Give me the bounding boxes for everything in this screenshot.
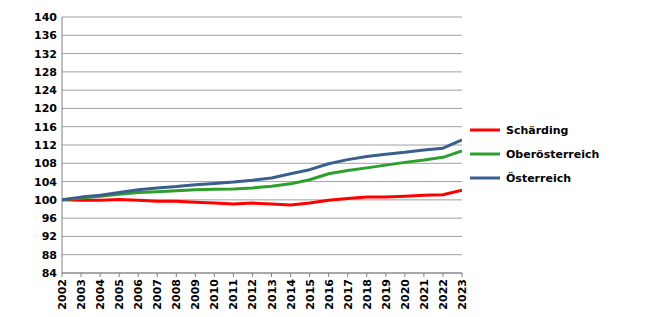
x-axis <box>62 273 462 274</box>
x-tick-label: 2018 <box>361 279 374 310</box>
grid-line <box>62 254 462 255</box>
x-tick <box>138 273 139 277</box>
x-tick <box>176 273 177 277</box>
y-tick-label: 124 <box>34 84 57 97</box>
grid-line <box>62 53 462 54</box>
y-tick-label: 140 <box>34 11 57 24</box>
x-tick-label: 2019 <box>380 279 393 310</box>
x-tick <box>404 273 405 277</box>
x-tick <box>328 273 329 277</box>
x-tick-label: 2008 <box>170 279 183 310</box>
x-tick-label: 2003 <box>75 279 88 310</box>
x-tick-label: 2015 <box>304 279 317 310</box>
x-tick-label: 2011 <box>227 279 240 310</box>
y-tick-label: 132 <box>34 48 57 61</box>
grid-line <box>62 71 462 72</box>
x-tick <box>271 273 272 277</box>
x-tick-label: 2006 <box>132 279 145 310</box>
x-tick-label: 2012 <box>246 279 259 310</box>
x-tick <box>81 273 82 277</box>
x-tick-label: 2021 <box>418 279 431 310</box>
x-tick-label: 2002 <box>56 279 69 310</box>
x-tick <box>233 273 234 277</box>
x-tick-label: 2014 <box>285 279 298 310</box>
chart: 84 88 92 96 100 104 108 112 116 120 124 128 132 136 14… <box>0 0 667 317</box>
x-tick <box>423 273 424 277</box>
x-tick <box>62 273 63 277</box>
x-tick-label: 2004 <box>94 279 107 310</box>
x-tick-label: 2009 <box>189 279 202 310</box>
x-tick <box>442 273 443 277</box>
x-tick <box>119 273 120 277</box>
y-tick-label: 128 <box>34 66 57 79</box>
legend-label: Oberösterreich <box>506 148 599 161</box>
grid-line <box>62 218 462 219</box>
y-tick-label: 136 <box>34 29 57 42</box>
y-tick-label: 104 <box>34 176 57 189</box>
x-tick-label: 2023 <box>456 279 469 310</box>
x-tick-label: 2022 <box>437 279 450 310</box>
x-tick-label: 2017 <box>342 279 355 310</box>
x-tick-label: 2016 <box>323 279 336 310</box>
y-tick-label: 100 <box>34 194 57 207</box>
plot-lines <box>62 140 462 205</box>
y-tick-label: 92 <box>42 230 57 243</box>
y-tick-label: 112 <box>34 139 57 152</box>
grid-line <box>62 126 462 127</box>
x-tick-label: 2005 <box>113 279 126 310</box>
x-tick <box>462 273 463 277</box>
legend-swatch <box>470 177 500 180</box>
grid-line <box>62 90 462 91</box>
legend-label: Schärding <box>506 124 568 137</box>
y-tick-label: 108 <box>34 157 57 170</box>
legend-label: Österreich <box>506 171 571 185</box>
x-tick <box>252 273 253 277</box>
y-axis <box>62 17 63 273</box>
legend-swatch <box>470 153 500 156</box>
y-tick-label: 88 <box>42 249 57 262</box>
grid-line <box>62 181 462 182</box>
y-tick-label: 120 <box>34 102 57 115</box>
y-tick-label: 116 <box>34 121 57 134</box>
x-tick <box>195 273 196 277</box>
grid-line <box>62 273 462 274</box>
x-tick-label: 2020 <box>399 279 412 310</box>
grid-line <box>62 35 462 36</box>
x-tick <box>100 273 101 277</box>
x-tick <box>347 273 348 277</box>
x-tick-label: 2013 <box>266 279 279 310</box>
x-tick <box>366 273 367 277</box>
x-tick <box>309 273 310 277</box>
x-tick <box>214 273 215 277</box>
x-tick <box>157 273 158 277</box>
grid-line <box>62 236 462 237</box>
x-tick <box>290 273 291 277</box>
x-tick-label: 2010 <box>208 279 221 310</box>
legend-swatch <box>470 129 500 132</box>
y-tick-label: 96 <box>42 212 58 225</box>
y-tick-label: 84 <box>42 267 58 280</box>
grid-line <box>62 17 462 18</box>
x-tick-label: 2007 <box>151 279 164 310</box>
grid-line <box>62 145 462 146</box>
x-tick <box>385 273 386 277</box>
series-line <box>62 140 462 200</box>
grid-line <box>62 108 462 109</box>
